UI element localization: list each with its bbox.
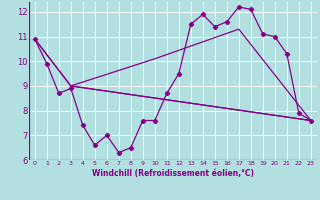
X-axis label: Windchill (Refroidissement éolien,°C): Windchill (Refroidissement éolien,°C) bbox=[92, 169, 254, 178]
